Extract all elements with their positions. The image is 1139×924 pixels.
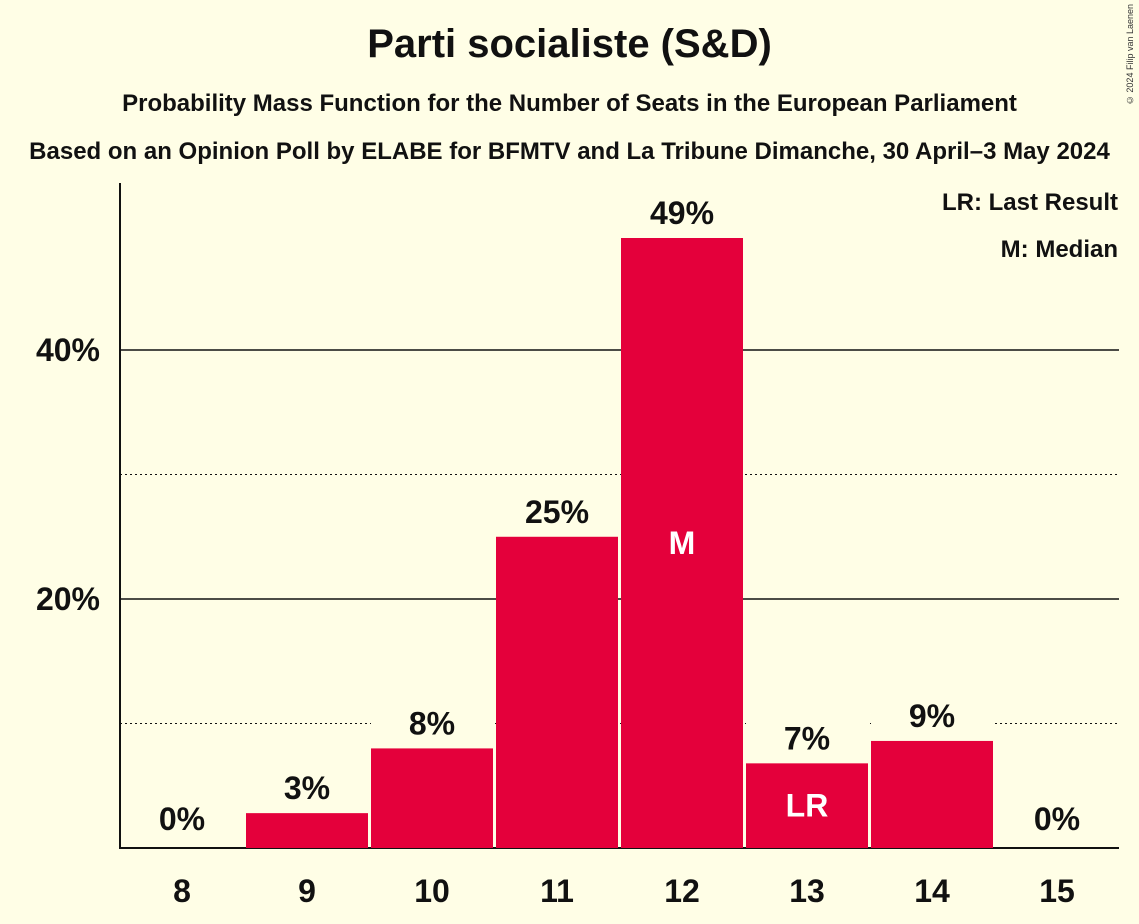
bar [746,763,868,848]
data-label: 3% [284,770,330,806]
data-label: 8% [409,705,455,741]
x-tick-labels: 8 9 10 11 12 13 14 15 [173,873,1075,909]
x-tick-label: 10 [414,873,450,909]
data-label: 25% [525,494,589,530]
median-marker: M [669,525,696,561]
x-tick-label: 14 [914,873,950,909]
last-result-marker: LR [786,788,829,824]
x-tick-label: 13 [789,873,825,909]
x-tick-label: 12 [664,873,700,909]
x-tick-label: 11 [540,873,574,909]
bar [496,536,618,848]
bar [246,813,368,848]
y-tick-labels: 20% 40% [36,332,100,617]
x-tick-label: 15 [1039,873,1075,909]
data-label: 0% [1034,801,1080,837]
chart-subtitle-source: Based on an Opinion Poll by ELABE for BF… [29,138,1110,165]
x-tick-label: 8 [173,873,191,909]
x-tick-label: 9 [298,873,316,909]
y-tick-label: 40% [36,332,100,368]
bar-label-background [746,718,868,759]
data-label: 9% [909,698,955,734]
chart-subtitle: Probability Mass Function for the Number… [122,90,1017,117]
legend-item-last-result: LR: Last Result [942,189,1118,216]
bars [246,193,993,848]
bar-label-background [371,703,493,744]
bar-label-background [496,491,618,532]
bar-label-background [621,193,743,233]
bar-label-background [871,695,993,736]
bar-labels: 0% 3% 8% 25% 49% M 7% LR 9% 0% [159,195,1080,837]
bar [621,238,743,848]
gridlines [120,349,1119,725]
y-tick-label: 20% [36,581,100,617]
data-label: 0% [159,801,205,837]
legend: LR: Last Result M: Median [942,189,1118,263]
bar-label-background [246,768,368,809]
legend-item-median: M: Median [1001,236,1118,263]
bar [371,748,493,848]
data-label: 7% [784,720,830,756]
chart-title: Parti socialiste (S&D) [367,22,772,66]
data-label: 49% [650,195,714,231]
bar [871,740,993,848]
